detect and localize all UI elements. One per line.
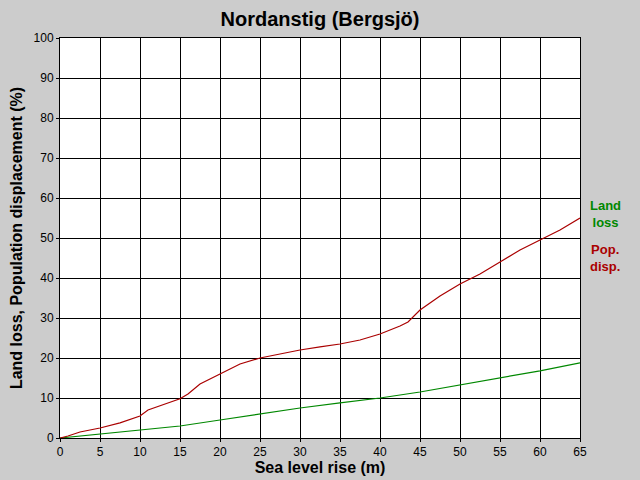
svg-text:70: 70: [40, 151, 54, 165]
svg-text:Nordanstig (Bergsjö): Nordanstig (Bergsjö): [221, 8, 420, 30]
svg-text:40: 40: [40, 271, 54, 285]
svg-text:50: 50: [453, 445, 467, 459]
svg-text:25: 25: [253, 445, 267, 459]
svg-text:10: 10: [133, 445, 147, 459]
svg-text:40: 40: [373, 445, 387, 459]
svg-text:55: 55: [493, 445, 507, 459]
svg-text:10: 10: [40, 391, 54, 405]
svg-text:100: 100: [34, 31, 54, 45]
svg-text:20: 20: [213, 445, 227, 459]
svg-text:35: 35: [333, 445, 347, 459]
svg-text:Landloss: Landloss: [590, 198, 621, 230]
svg-text:65: 65: [573, 445, 587, 459]
svg-text:Land loss, Population displace: Land loss, Population displacement (%): [8, 87, 25, 389]
svg-text:15: 15: [173, 445, 187, 459]
svg-text:30: 30: [293, 445, 307, 459]
svg-text:20: 20: [40, 351, 54, 365]
svg-text:5: 5: [97, 445, 104, 459]
svg-text:60: 60: [533, 445, 547, 459]
svg-text:30: 30: [40, 311, 54, 325]
svg-text:50: 50: [40, 231, 54, 245]
svg-text:90: 90: [40, 71, 54, 85]
svg-text:0: 0: [57, 445, 64, 459]
svg-text:0: 0: [47, 431, 54, 445]
svg-text:45: 45: [413, 445, 427, 459]
svg-text:Pop.disp.: Pop.disp.: [590, 242, 620, 274]
svg-text:60: 60: [40, 191, 54, 205]
svg-text:80: 80: [40, 111, 54, 125]
svg-text:Sea level rise (m): Sea level rise (m): [255, 459, 386, 476]
